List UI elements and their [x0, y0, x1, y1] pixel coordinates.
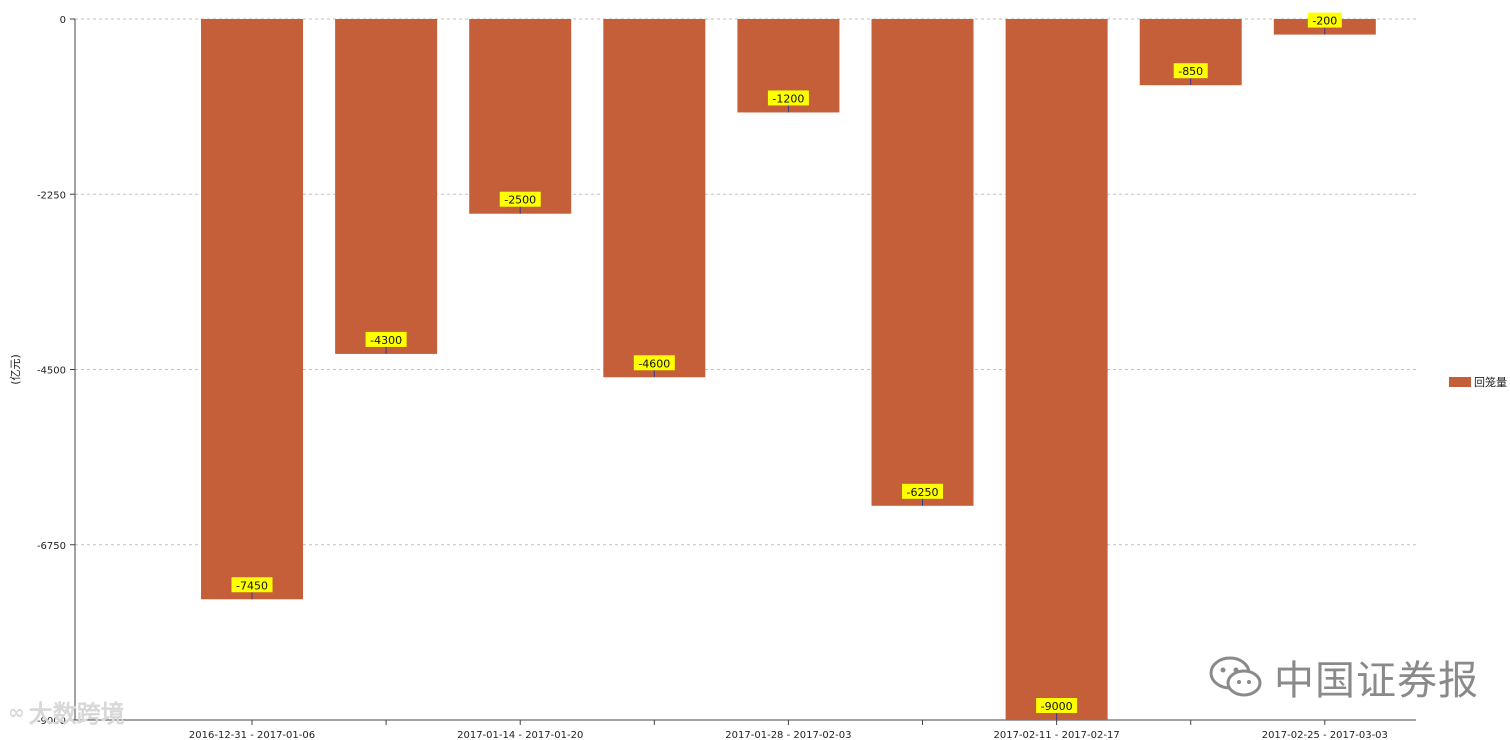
- legend: 回笼量: [1449, 374, 1507, 390]
- data-label-bg: [1173, 63, 1208, 79]
- data-label-bg: [1036, 698, 1078, 713]
- y-tick-label: -6750: [37, 541, 66, 552]
- x-tick-label: 2017-01-28 - 2017-02-03: [725, 730, 851, 740]
- data-label: -1200: [772, 92, 804, 105]
- x-tick-label: 2016-12-31 - 2017-01-06: [189, 730, 315, 740]
- legend-label: 回笼量: [1474, 376, 1507, 389]
- logo-mark-icon: ∞: [8, 699, 25, 724]
- data-label: -4300: [370, 334, 402, 347]
- y-tick-label: -2250: [37, 190, 66, 201]
- data-label-bg: [767, 90, 809, 106]
- bar: [469, 19, 572, 214]
- x-tick-label: 2017-02-11 - 2017-02-17: [994, 730, 1120, 740]
- bar: [201, 19, 304, 600]
- data-label: -9000: [1041, 700, 1073, 713]
- bar: [335, 19, 438, 354]
- wechat-icon: [1209, 656, 1262, 697]
- x-tick-label: 2017-02-25 - 2017-03-03: [1262, 730, 1388, 740]
- bar: [871, 19, 974, 506]
- data-label: -2500: [504, 194, 536, 207]
- data-label-bg: [365, 331, 407, 347]
- data-label-bg: [633, 355, 675, 371]
- data-label: -4600: [638, 357, 670, 370]
- y-tick-label: -9000: [37, 716, 66, 727]
- watermark-text: 中国证券报: [1274, 658, 1479, 704]
- data-label: -850: [1178, 65, 1203, 78]
- y-tick-label: 0: [60, 15, 66, 26]
- x-tick-label: 2017-01-14 - 2017-01-20: [457, 730, 583, 740]
- y-tick-label: -4500: [37, 366, 66, 377]
- data-label-bg: [1307, 12, 1342, 28]
- data-label-bg: [231, 577, 273, 593]
- watermark: 中国证券报: [1208, 648, 1479, 706]
- y-axis-label: (亿元): [9, 354, 22, 385]
- data-label: -200: [1312, 15, 1337, 28]
- data-label-bg: [499, 191, 541, 207]
- site-logo: ∞ 大数跨境: [8, 694, 125, 729]
- data-label: -6250: [907, 486, 939, 499]
- bar: [1005, 19, 1108, 720]
- data-label: -7450: [236, 579, 268, 592]
- logo-text: 大数跨境: [28, 700, 125, 728]
- data-label-bg: [902, 483, 944, 499]
- bar: [603, 19, 706, 378]
- legend-swatch: [1449, 377, 1471, 387]
